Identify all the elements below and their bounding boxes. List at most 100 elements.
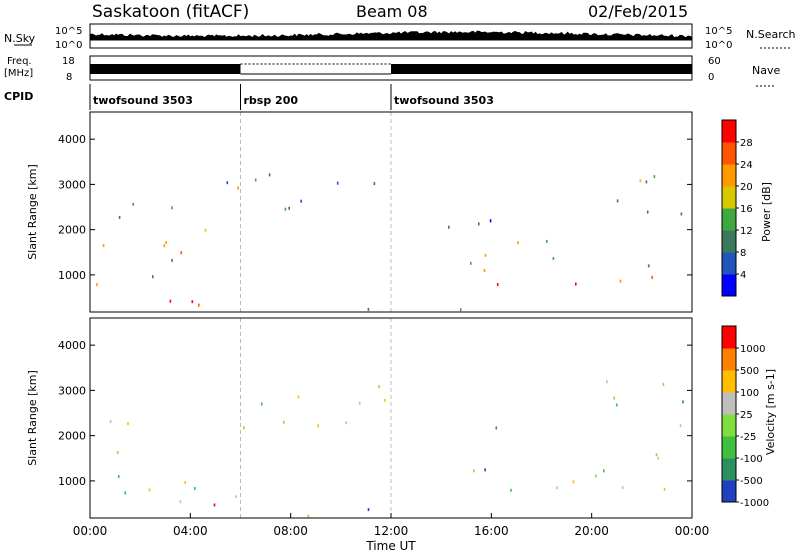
scatter-cell [180,251,183,255]
cpid-segment-label: twofsound 3503 [394,94,494,107]
scatter-cell [606,380,608,384]
velocity-y-label: Slant Range [km] [26,370,39,466]
nsearch-tick-bottom: 10^0 [705,40,732,51]
scatter-cell [662,382,665,386]
power-scatter [96,112,683,312]
scatter-cell [639,179,642,183]
colorbar-segment [722,274,736,297]
scatter-cell [655,453,658,457]
scatter-cell [517,241,519,245]
x-tick-label: 00:00 [675,524,710,538]
station-title: Saskatoon (fitACF) [92,2,249,22]
freq-band-segment [90,64,241,74]
colorbar-segment [722,436,736,459]
scatter-cell [243,426,245,430]
power-colorbar: 4 8 12 16 20 24 28 [721,119,753,297]
scatter-cell [307,514,310,518]
scatter-cell [595,474,597,478]
colorbar-tick-label: 25 [740,410,753,421]
colorbar-segment [722,326,736,349]
scatter-cell [682,400,684,404]
scatter-cell [235,495,237,499]
scatter-cell [117,475,120,478]
scatter-cell [300,199,302,203]
date-title: 02/Feb/2015 [588,2,688,21]
scatter-cell [179,500,182,504]
scatter-cell [317,424,319,428]
scatter-cell [572,480,575,484]
scatter-cell [383,398,386,402]
y-tick-label: 3000 [58,384,86,397]
velocity-panel: 1000 2000 3000 4000 Slant Range [km] 1000 50… [26,317,777,519]
scatter-cell [237,186,239,190]
nave-tick-top: 60 [708,56,721,67]
colorbar-segment [722,186,736,209]
scatter-cell [510,488,512,492]
power-y-label: Slant Range [km] [26,164,39,260]
scatter-cell [373,182,376,186]
scatter-cell [483,269,486,272]
scatter-cell [575,282,577,286]
velocity-colorbar-label: Velocity [m s-1] [764,369,777,455]
scatter-cell [96,283,98,287]
scatter-cell [613,396,615,400]
scatter-cell [448,225,450,229]
scatter-cell [645,180,648,184]
scatter-cell [116,451,119,455]
colorbar-tick-label: 4 [740,270,746,281]
colorbar-segment [722,392,736,415]
colorbar-segment [722,164,736,187]
scatter-cell [651,275,653,279]
scatter-cell [495,426,498,430]
nsearch-tick-top: 10^5 [705,26,732,37]
scatter-cell [226,181,229,185]
colorbar-tick-label: 100 [740,388,759,399]
colorbar-tick-label: 8 [740,248,746,259]
y-tick-label: 4000 [58,133,86,146]
power-panel: 1000 2000 3000 4000 Slant Range [km] 4 8 12 16… [26,111,773,313]
scatter-cell [118,215,121,219]
scatter-cell [603,469,605,473]
colorbar-segment [722,370,736,393]
colorbar-tick-label: 500 [740,366,759,377]
scatter-cell [473,469,475,473]
scatter-cell [194,486,196,490]
colorbar-tick-label: -500 [740,476,763,487]
velocity-colorbar: 1000 500 100 25 -25 -100 -500 -1000 [721,325,769,509]
freq-tick-bottom: 8 [66,72,72,83]
scatter-cell [459,308,462,312]
scatter-cell [680,212,683,216]
scatter-cell [204,228,207,232]
x-tick-label: 00:00 [73,524,108,538]
scatter-cell [358,401,361,405]
y-tick-label: 2000 [58,224,86,237]
scatter-cell [198,303,200,307]
scatter-cell [283,420,285,424]
scatter-cell [367,307,370,311]
y-tick-label: 4000 [58,339,86,352]
colorbar-tick-label: -25 [740,432,756,443]
scatter-cell [489,219,492,223]
scatter-cell [345,421,347,425]
power-colorbar-label: Power [dB] [760,182,773,242]
scatter-cell [378,385,380,389]
beam-title: Beam 08 [356,2,428,21]
nsky-tick-bottom: 10^0 [55,40,82,51]
scatter-cell [336,181,339,185]
x-tick-label: 20:00 [574,524,609,538]
scatter-cell [268,173,271,177]
freq-label: Freq. [7,56,32,67]
scatter-cell [191,300,194,304]
scatter-cell [647,264,650,268]
scatter-cell [679,424,682,428]
cpid-segments: twofsound 3503 rbsp 200 twofsound 3503 [89,84,494,110]
time-axis: 00:00 04:00 08:00 12:00 16:00 20:00 00:00 [73,513,710,538]
colorbar-tick-label: 24 [740,160,753,171]
colorbar-tick-label: -1000 [740,498,769,509]
scatter-cell [284,207,287,211]
scatter-cell [484,468,486,472]
cpid-segment-label: twofsound 3503 [93,94,193,107]
scatter-cell [646,210,649,214]
scatter-cell [484,253,487,257]
colorbar-segment [722,480,736,503]
